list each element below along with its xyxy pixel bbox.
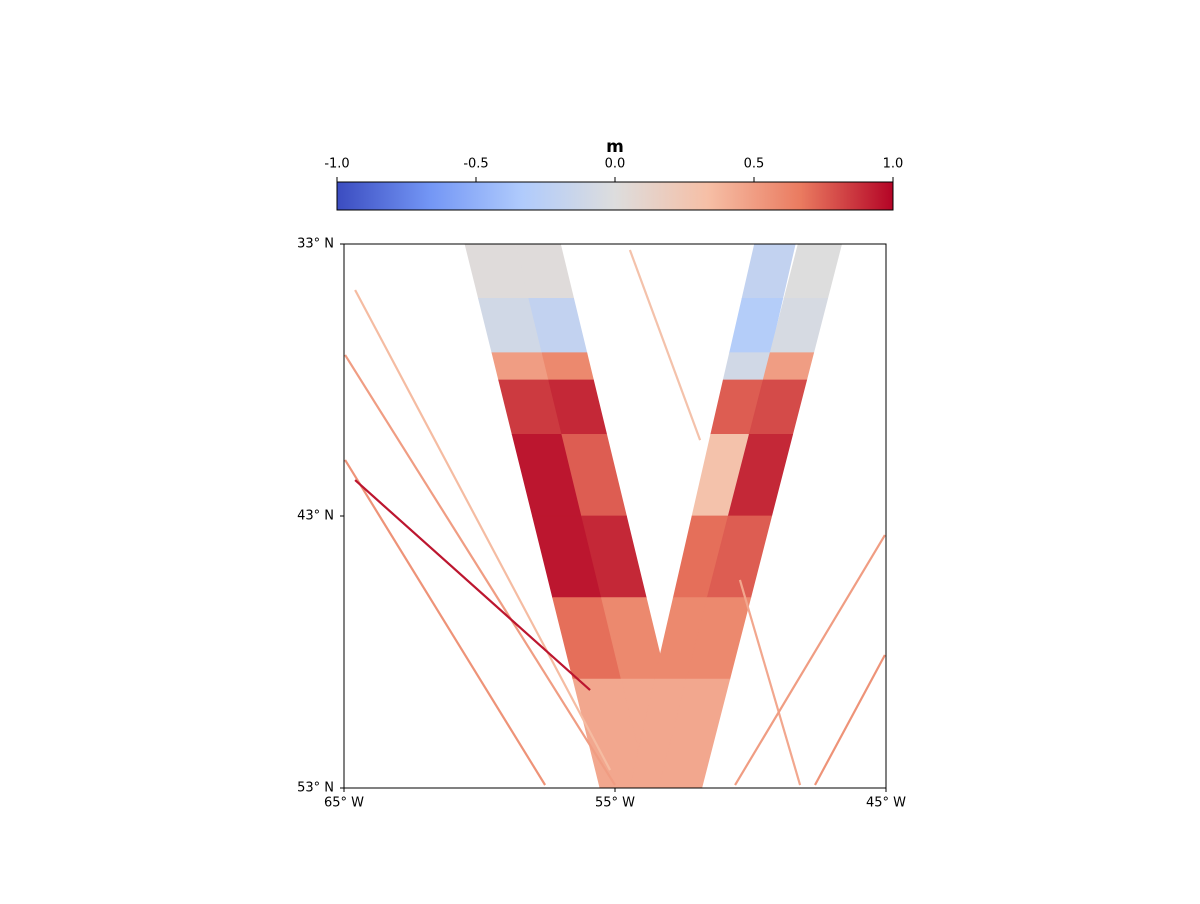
x-tick-label: 45° W: [866, 796, 906, 811]
swath-segment: [572, 678, 651, 788]
colorbar-tick-label: 0.0: [605, 157, 626, 172]
track: [628, 249, 702, 441]
map-area: [344, 244, 886, 788]
swath-segment: [722, 352, 771, 381]
swath-segment: [657, 678, 731, 788]
track: [734, 534, 886, 786]
track: [738, 579, 802, 786]
colorbar: [336, 181, 894, 211]
y-tick-label: 53° N: [297, 781, 334, 796]
swath-segment: [491, 352, 550, 381]
colorbar-tick-label: -1.0: [324, 157, 349, 172]
track: [344, 354, 616, 786]
colorbar-label: m: [606, 137, 624, 157]
colorbar-tick-label: -0.5: [463, 157, 488, 172]
swath-segment: [629, 678, 696, 788]
x-tick-label: 65° W: [324, 796, 364, 811]
track: [354, 479, 591, 691]
track: [354, 289, 612, 771]
swath-segment: [762, 352, 815, 381]
track: [814, 654, 886, 786]
x-tick-label: 55° W: [595, 796, 635, 811]
track: [344, 459, 547, 786]
swath-segment: [541, 352, 594, 381]
y-tick-label: 33° N: [297, 237, 334, 252]
colorbar-tick-label: 0.5: [744, 157, 765, 172]
y-tick-label: 43° N: [297, 509, 334, 524]
colorbar-tick-label: 1.0: [883, 157, 904, 172]
